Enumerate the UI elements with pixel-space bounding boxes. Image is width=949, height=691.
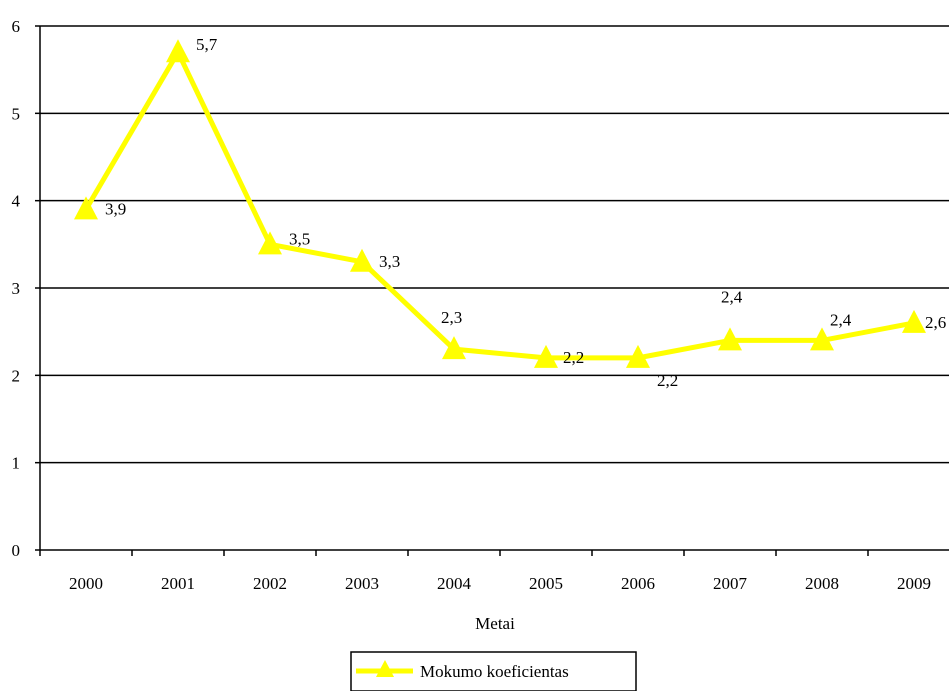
data-point-marker — [350, 248, 374, 272]
x-tick-label: 2007 — [713, 574, 748, 593]
x-tick-labels: 2000 2001 2002 2003 2004 2005 2006 2007 2008 2009 — [69, 574, 931, 593]
data-point-marker — [810, 327, 834, 351]
y-tick-label: 6 — [12, 17, 21, 36]
legend: Mokumo koeficientas — [350, 651, 637, 691]
series-line — [83, 49, 915, 361]
data-label: 2,4 — [721, 287, 743, 306]
data-label: 3,3 — [379, 252, 400, 271]
data-point-marker — [534, 344, 558, 368]
y-tick-label: 3 — [12, 279, 21, 298]
x-tick-label: 2000 — [69, 574, 103, 593]
data-label: 3,5 — [289, 229, 310, 248]
data-label: 3,9 — [105, 199, 126, 218]
y-tick-label: 0 — [12, 541, 21, 560]
data-point-marker — [718, 327, 742, 351]
data-label: 2,3 — [441, 308, 462, 327]
data-label: 5,7 — [196, 35, 218, 54]
grid-lines — [40, 25, 949, 464]
x-tick-label: 2009 — [897, 574, 931, 593]
data-labels: 3,9 5,7 3,5 3,3 2,3 2,2 2,2 2,4 2,4 2,6 — [105, 35, 946, 390]
data-point-marker — [442, 336, 466, 360]
y-tick-label: 2 — [12, 366, 21, 385]
data-label: 2,2 — [657, 371, 678, 390]
data-label: 2,2 — [563, 348, 584, 367]
data-point-marker — [166, 39, 190, 63]
y-tick-label: 4 — [12, 192, 21, 211]
y-tick-label: 1 — [12, 454, 21, 473]
y-tick-labels: 0 1 2 3 4 5 6 — [12, 17, 21, 560]
legend-marker — [376, 660, 394, 677]
axes — [35, 25, 949, 556]
x-tick-label: 2005 — [529, 574, 563, 593]
data-label: 2,6 — [925, 313, 946, 332]
x-tick-label: 2004 — [437, 574, 472, 593]
data-point-marker — [258, 231, 282, 255]
x-tick-label: 2008 — [805, 574, 839, 593]
y-tick-label: 5 — [12, 104, 21, 123]
x-axis-title: Metai — [475, 614, 515, 633]
data-point-marker — [626, 344, 650, 368]
legend-label: Mokumo koeficientas — [420, 662, 569, 681]
x-tick-label: 2002 — [253, 574, 287, 593]
x-tick-label: 2003 — [345, 574, 379, 593]
data-label: 2,4 — [830, 310, 852, 329]
data-point-marker — [74, 196, 98, 220]
x-tick-label: 2006 — [621, 574, 655, 593]
series-layer — [74, 39, 926, 368]
data-point-marker — [902, 309, 926, 333]
x-tick-label: 2001 — [161, 574, 195, 593]
